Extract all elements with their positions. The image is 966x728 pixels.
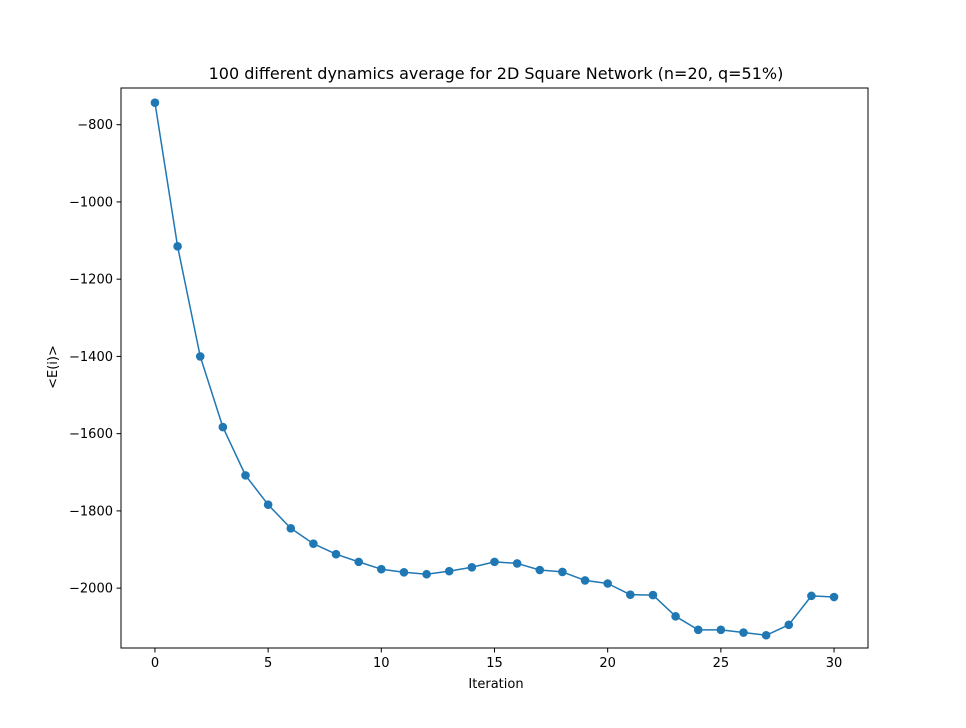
data-point <box>309 539 318 549</box>
plot-area: 0 5 10 15 20 25 30 −800 −1000 −1200 −1400 −1600 −180… <box>69 87 869 671</box>
data-point <box>807 591 816 601</box>
data-point <box>218 422 228 432</box>
data-point <box>693 625 703 635</box>
data-point <box>512 559 522 568</box>
x-tick-label: 0 <box>151 656 159 671</box>
x-tick-label: 30 <box>826 656 843 671</box>
data-point <box>467 562 477 572</box>
x-tick-label: 5 <box>264 656 272 671</box>
data-point <box>603 579 612 588</box>
data-point <box>173 242 182 251</box>
data-point <box>195 352 205 361</box>
data-point <box>716 625 726 635</box>
x-tick-label: 10 <box>373 656 390 671</box>
x-tick-label: 25 <box>713 656 730 671</box>
y-tick-label: −800 <box>77 118 113 133</box>
data-point <box>671 612 680 621</box>
data-point <box>263 500 273 510</box>
y-tick-label: −2000 <box>69 582 113 597</box>
y-tick-label: −1400 <box>69 350 113 365</box>
data-point <box>739 628 748 637</box>
y-axis-label: <E(i)> <box>46 345 61 389</box>
data-point <box>490 557 499 567</box>
x-tick-label: 20 <box>599 656 616 671</box>
data-point <box>286 523 296 533</box>
data-point <box>784 620 794 630</box>
x-axis-label: Iteration <box>468 677 523 692</box>
chart-title: 100 different dynamics average for 2D Sq… <box>209 64 784 83</box>
y-tick-label: −1800 <box>69 504 113 519</box>
data-point <box>399 568 409 577</box>
data-point <box>626 590 635 599</box>
data-point <box>444 566 454 576</box>
data-point <box>761 630 771 640</box>
data-point <box>241 471 250 480</box>
data-point <box>331 549 341 559</box>
y-tick-label: −1200 <box>69 273 113 288</box>
data-point <box>377 564 386 574</box>
data-point <box>580 576 590 585</box>
data-point <box>535 565 545 575</box>
x-tick-label: 15 <box>486 656 503 671</box>
data-point <box>354 557 363 567</box>
y-tick-label: −1600 <box>69 427 113 442</box>
data-point <box>422 569 431 579</box>
data-point <box>648 590 658 600</box>
data-point <box>558 567 567 577</box>
data-point <box>829 592 839 602</box>
y-tick-label: −1000 <box>69 195 113 210</box>
data-point <box>150 98 160 107</box>
